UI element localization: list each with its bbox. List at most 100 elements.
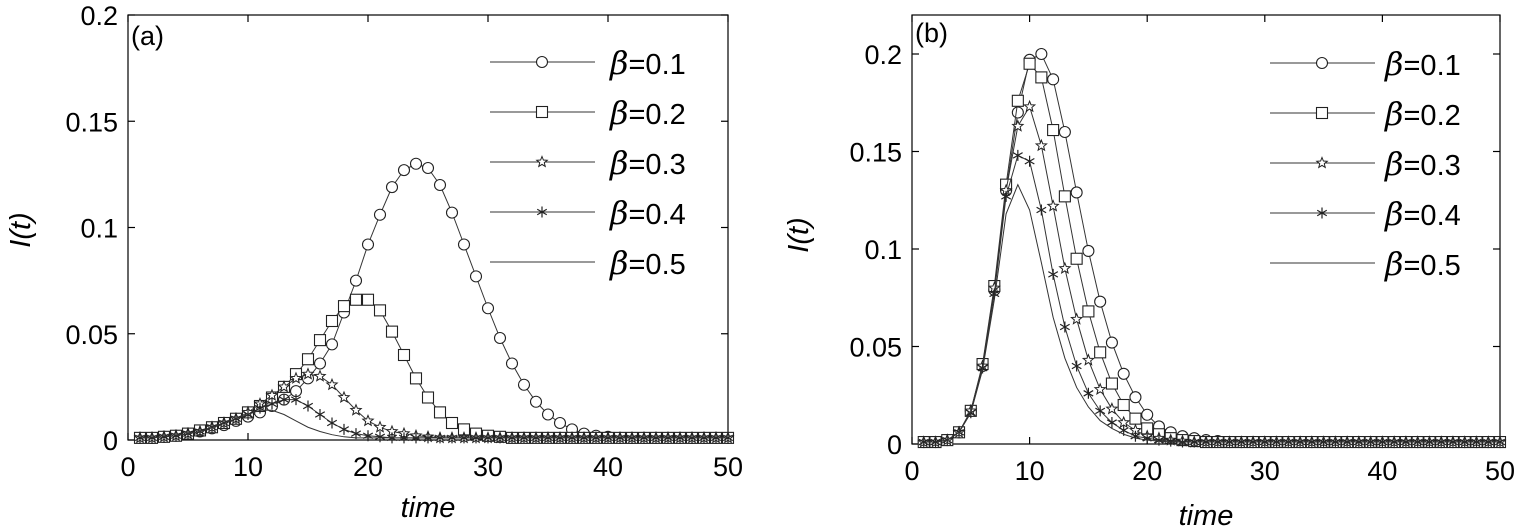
- data-point: [1082, 244, 1095, 257]
- legend-marker: [535, 105, 549, 119]
- legend-entry: β=0.3: [1270, 145, 1461, 183]
- data-point: [385, 181, 399, 194]
- data-point: [302, 400, 314, 412]
- data-point: [1058, 125, 1071, 139]
- legend-beta-symbol: β: [609, 44, 629, 82]
- data-point: [1083, 387, 1094, 399]
- x-tick-label: 0: [120, 452, 135, 482]
- chart-panel-a: 0 10 20 30 40 5000.050.10.150.2timeI(t)(a)β=0…: [5, 1, 743, 524]
- legend-marker: [536, 206, 548, 218]
- legend-beta-symbol: β: [1384, 45, 1404, 83]
- legend-value: =0.3: [629, 149, 686, 181]
- data-point: [290, 394, 302, 406]
- series-5: [923, 183, 1500, 443]
- data-point: [1011, 119, 1025, 132]
- data-point: [325, 377, 339, 391]
- data-point: [1011, 94, 1024, 107]
- data-point: [337, 390, 351, 404]
- data-point: [1012, 149, 1023, 161]
- legend-entry: β=0.2: [1270, 95, 1461, 133]
- data-point: [289, 371, 303, 384]
- data-point: [1153, 434, 1165, 446]
- data-point: [301, 367, 315, 380]
- data-point: [529, 395, 543, 408]
- data-point: [457, 238, 471, 251]
- data-point: [313, 369, 327, 382]
- data-point: [373, 208, 387, 221]
- data-point: [326, 417, 338, 429]
- x-tick-label: 20: [1132, 456, 1162, 486]
- data-point: [1081, 353, 1095, 366]
- data-point: [433, 406, 447, 419]
- data-point: [1117, 398, 1130, 412]
- data-point: [1024, 155, 1035, 167]
- legend-label: β=0.5: [609, 244, 686, 282]
- data-point: [493, 331, 507, 345]
- data-point: [541, 408, 555, 421]
- legend-beta-symbol: β: [609, 244, 629, 282]
- x-tick-label: 40: [1367, 456, 1397, 486]
- data-point: [1071, 360, 1082, 372]
- data-point: [338, 423, 350, 435]
- data-point: [373, 304, 387, 317]
- data-point: [409, 372, 423, 385]
- data-point: [421, 161, 435, 175]
- y-tick-label: 0.2: [864, 40, 902, 70]
- data-point: [397, 348, 411, 362]
- data-point: [1070, 312, 1084, 325]
- data-point: [349, 293, 363, 306]
- chart-panel-b: 0 10 20 30 40 5000.050.10.150.2timeI(t)(b)β=0…: [783, 14, 1515, 527]
- x-tick-label: 10: [1015, 456, 1045, 486]
- data-point: [445, 206, 459, 219]
- y-tick-label: 0.05: [65, 320, 118, 350]
- y-axis-label: I(t): [783, 217, 815, 252]
- legend-value: =0.4: [629, 199, 686, 231]
- data-point: [1058, 261, 1072, 275]
- y-tick-label: 0: [887, 430, 902, 460]
- legend-label: β=0.4: [1384, 195, 1461, 233]
- data-point: [325, 338, 339, 351]
- data-point: [1047, 124, 1060, 137]
- data-point: [1035, 71, 1048, 84]
- data-point: [1070, 252, 1083, 265]
- legend-marker: [535, 155, 549, 168]
- data-point: [266, 398, 278, 410]
- legend-label: β=0.2: [1384, 95, 1461, 133]
- legend-marker: [1315, 56, 1329, 70]
- data-point: [1129, 412, 1142, 425]
- x-axis-label: time: [1179, 500, 1234, 527]
- data-point: [1058, 190, 1071, 203]
- legend-value: =0.5: [1404, 250, 1461, 282]
- legend-marker: [535, 55, 549, 69]
- data-point: [1105, 402, 1119, 415]
- data-point: [469, 270, 483, 283]
- data-point: [505, 357, 519, 370]
- data-point: [361, 238, 375, 251]
- data-point: [1036, 204, 1047, 216]
- legend-marker: [1316, 207, 1328, 219]
- data-point: [278, 394, 290, 406]
- y-tick-label: 0: [103, 426, 118, 456]
- legend-value: =0.3: [1404, 150, 1461, 182]
- data-point: [313, 357, 327, 370]
- data-point: [1165, 435, 1176, 447]
- legend-beta-symbol: β: [1384, 245, 1404, 283]
- legend-beta-symbol: β: [609, 94, 629, 132]
- data-point: [301, 353, 315, 366]
- legend-label: β=0.4: [609, 194, 686, 232]
- legend-label: β=0.2: [609, 94, 686, 132]
- data-point: [1130, 430, 1141, 442]
- series-5: [140, 409, 728, 439]
- x-tick-label: 10: [233, 452, 263, 482]
- data-point: [433, 178, 447, 192]
- legend-beta-symbol: β: [609, 144, 629, 182]
- data-point: [1105, 377, 1118, 390]
- legend-entry: β=0.4: [1270, 195, 1461, 233]
- data-point: [1070, 186, 1083, 199]
- legend-label: β=0.1: [609, 44, 686, 82]
- x-tick-label: 30: [473, 452, 503, 482]
- data-point: [481, 302, 495, 315]
- series-4: [918, 149, 1506, 448]
- data-point: [1094, 295, 1107, 308]
